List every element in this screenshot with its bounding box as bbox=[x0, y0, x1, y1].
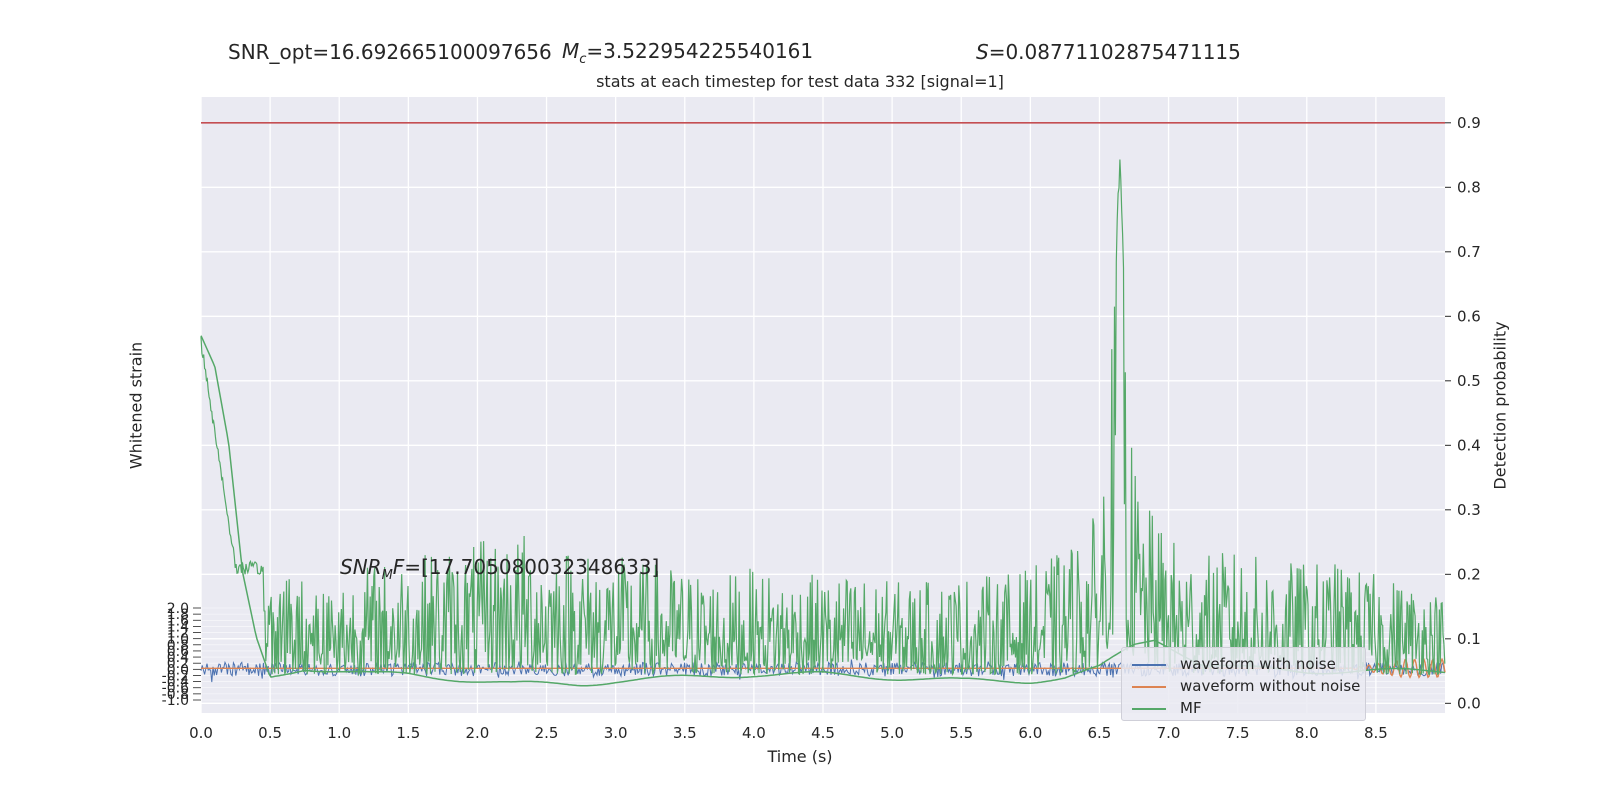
y-right-tick-label: 0.1 bbox=[1457, 630, 1481, 648]
x-tick-label: 3.0 bbox=[604, 724, 628, 742]
legend: waveform with noise waveform without noi… bbox=[1121, 647, 1366, 721]
y-right-tick-label: 0.3 bbox=[1457, 501, 1481, 519]
legend-label-waveform-with-noise: waveform with noise bbox=[1180, 655, 1336, 673]
y-left-tick-label: 0.6 bbox=[167, 644, 189, 660]
header-s-value: =0.08771102875471115 bbox=[988, 40, 1241, 64]
x-axis-label: Time (s) bbox=[767, 747, 833, 766]
y-right-tick-label: 0.4 bbox=[1457, 436, 1481, 454]
x-tick-label: 1.5 bbox=[396, 724, 420, 742]
x-tick-label: 5.0 bbox=[880, 724, 904, 742]
x-tick-label: 8.0 bbox=[1295, 724, 1319, 742]
y-left-tick-label: -1.0 bbox=[162, 693, 189, 709]
chart-title: stats at each timestep for test data 332… bbox=[596, 72, 1004, 91]
legend-label-waveform-without-noise: waveform without noise bbox=[1180, 677, 1361, 695]
y-right-tick-label: 0.7 bbox=[1457, 243, 1481, 261]
header-s: S=0.08771102875471115 bbox=[976, 40, 1241, 64]
header-chirp-mass-value: =3.522954225540161 bbox=[586, 39, 814, 63]
snr-mf-value: =[17.705080032348633] bbox=[404, 555, 660, 579]
x-tick-label: 2.0 bbox=[466, 724, 490, 742]
legend-label-mf: MF bbox=[1180, 699, 1202, 717]
x-tick-label: 2.5 bbox=[535, 724, 559, 742]
x-tick-label: 6.5 bbox=[1088, 724, 1112, 742]
y-right-tick-label: 0.0 bbox=[1457, 694, 1481, 712]
y-right-tick-label: 0.2 bbox=[1457, 565, 1481, 583]
y-left-tick-label: -0.4 bbox=[162, 675, 189, 691]
header-snr-opt: SNR_opt=16.692665100097656 bbox=[228, 40, 552, 64]
y-left-tick-label: -0.8 bbox=[162, 687, 189, 703]
legend-swatch-mf bbox=[1132, 708, 1166, 710]
x-tick-label: 4.5 bbox=[811, 724, 835, 742]
y-left-tick-label: 0.0 bbox=[167, 662, 189, 678]
snr-mf-mid: F bbox=[392, 555, 405, 579]
x-tick-label: 7.5 bbox=[1226, 724, 1250, 742]
y-right-tick-label: 0.8 bbox=[1457, 178, 1481, 196]
x-tick-label: 8.5 bbox=[1364, 724, 1388, 742]
y-left-tick-label: 1.0 bbox=[167, 632, 189, 648]
x-tick-label: 0.5 bbox=[258, 724, 282, 742]
y-left-tick-label: 2.0 bbox=[167, 601, 189, 617]
x-tick-label: 7.0 bbox=[1157, 724, 1181, 742]
y-axis-left-label: Whitened strain bbox=[126, 341, 146, 470]
legend-swatch-waveform-with-noise bbox=[1132, 664, 1166, 666]
y-right-tick-label: 0.9 bbox=[1457, 114, 1481, 132]
snr-mf-prefix: SNR bbox=[340, 555, 382, 579]
x-tick-label: 4.0 bbox=[742, 724, 766, 742]
x-tick-label: 0.0 bbox=[189, 724, 213, 742]
snr-mf-sub: M bbox=[381, 568, 393, 583]
y-left-tick-label: 1.8 bbox=[167, 607, 189, 623]
y-left-tick-label: 0.2 bbox=[167, 656, 189, 672]
snr-mf-annotation: SNRMF=[17.705080032348633] bbox=[340, 555, 659, 583]
y-axis-right-label: Detection probability bbox=[1490, 321, 1510, 490]
y-right-tick-label: 0.5 bbox=[1457, 372, 1481, 390]
header-s-symbol: S bbox=[976, 40, 989, 64]
x-tick-label: 1.0 bbox=[327, 724, 351, 742]
x-tick-label: 5.5 bbox=[949, 724, 973, 742]
y-left-tick-label: 0.4 bbox=[167, 650, 189, 666]
y-left-tick-label: -0.2 bbox=[162, 668, 189, 684]
header-chirp-mass-sub: c bbox=[579, 52, 587, 67]
y-left-tick-label: 0.8 bbox=[167, 638, 189, 654]
x-tick-label: 3.5 bbox=[673, 724, 697, 742]
y-left-tick-label: 1.4 bbox=[167, 619, 189, 635]
series-detection-probability bbox=[200, 159, 1446, 677]
legend-swatch-waveform-without-noise bbox=[1132, 686, 1166, 688]
x-tick-label: 6.0 bbox=[1018, 724, 1042, 742]
y-left-tick-label: 1.2 bbox=[167, 626, 189, 642]
header-chirp-mass-symbol: M bbox=[562, 39, 580, 63]
y-left-tick-label: -0.6 bbox=[162, 681, 189, 697]
y-left-tick-label: 1.6 bbox=[167, 613, 189, 629]
y-right-tick-label: 0.6 bbox=[1457, 307, 1481, 325]
header-chirp-mass: Mc=3.522954225540161 bbox=[562, 39, 813, 67]
